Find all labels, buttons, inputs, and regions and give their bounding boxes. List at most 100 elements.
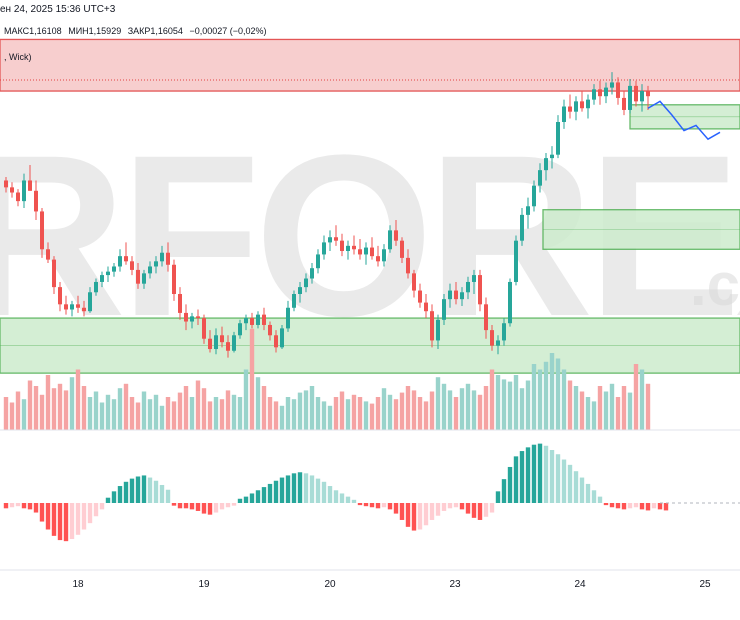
histogram-bar xyxy=(117,486,123,503)
candle-body xyxy=(484,304,488,331)
histogram-bar xyxy=(441,503,447,511)
volume-bar xyxy=(153,394,159,430)
histogram-bar xyxy=(489,503,495,513)
time-axis-tick-label: 24 xyxy=(574,579,586,590)
histogram-bar xyxy=(339,493,345,503)
candle-body xyxy=(382,249,386,262)
candle-body xyxy=(118,256,122,267)
histogram-bar xyxy=(495,491,501,503)
volume-bar xyxy=(21,399,27,430)
candle-body xyxy=(424,302,428,312)
volume-bar xyxy=(3,397,9,430)
candle-body xyxy=(616,82,620,98)
volume-bar xyxy=(333,397,339,430)
volume-bar xyxy=(363,401,369,430)
histogram-bar xyxy=(141,475,147,503)
volume-bar xyxy=(327,405,333,430)
histogram-bar xyxy=(411,503,417,531)
histogram-bar xyxy=(255,490,261,503)
volume-bar xyxy=(615,397,621,430)
candle-body xyxy=(286,307,290,329)
volume-bar xyxy=(633,364,639,430)
candle-body xyxy=(514,240,518,282)
volume-bar xyxy=(537,369,543,430)
volume-bar xyxy=(459,388,465,430)
candle-body xyxy=(532,185,536,207)
date-text: ен 24, 2025 15:36 UTC+3 xyxy=(0,4,116,15)
candle-body xyxy=(574,101,578,112)
candle-body xyxy=(634,85,638,102)
candle-body xyxy=(148,266,152,274)
volume-bar xyxy=(561,369,567,430)
candle-body xyxy=(142,273,146,284)
candle-body xyxy=(160,252,164,262)
histogram-bar xyxy=(483,503,489,517)
histogram-bar xyxy=(135,476,141,503)
histogram-bar xyxy=(237,498,243,503)
histogram-bar xyxy=(111,491,117,503)
volume-bar xyxy=(117,388,123,430)
histogram-bar xyxy=(165,489,171,503)
candle-body xyxy=(106,271,110,276)
watermark-suffix: .c xyxy=(690,251,740,318)
volume-bar xyxy=(525,380,531,430)
volume-bar xyxy=(279,405,285,430)
histogram-bar xyxy=(105,497,111,503)
candle-body xyxy=(94,281,98,293)
histogram-bar xyxy=(423,503,429,526)
time-axis-tick-label: 19 xyxy=(198,579,210,590)
histogram-bar xyxy=(435,503,441,516)
candle-body xyxy=(262,314,266,325)
histogram-bar xyxy=(171,503,177,506)
candle-body xyxy=(646,91,650,97)
volume-bar xyxy=(597,386,603,430)
histogram-bar xyxy=(369,503,375,508)
candle-body xyxy=(520,214,524,241)
histogram-bar xyxy=(531,444,537,503)
histogram-bar xyxy=(375,503,381,509)
histogram-bar xyxy=(321,481,327,503)
candle-body xyxy=(346,245,350,251)
histogram-bar xyxy=(315,478,321,503)
histogram-bar xyxy=(147,477,153,503)
volume-bar xyxy=(465,383,471,430)
candle-body xyxy=(274,335,278,348)
candle-body xyxy=(226,342,230,351)
histogram-bar xyxy=(99,503,105,510)
indicator-legend[interactable]: , Wick) xyxy=(4,52,32,62)
time-axis-tick-label: 23 xyxy=(449,579,461,590)
volume-bar xyxy=(39,394,45,430)
candle-body xyxy=(454,290,458,300)
volume-bar xyxy=(339,391,345,430)
candle-body xyxy=(244,318,248,324)
volume-bar xyxy=(441,383,447,430)
volume-bar xyxy=(609,383,615,430)
volume-bar xyxy=(261,386,267,430)
volume-bar xyxy=(507,381,513,430)
histogram-bar xyxy=(207,503,213,515)
histogram-bar xyxy=(45,503,51,530)
histogram-bar xyxy=(87,503,93,524)
candle-body xyxy=(556,122,560,155)
volume-bar xyxy=(219,399,225,430)
volume-bar xyxy=(369,403,375,430)
candle-body xyxy=(400,240,404,258)
volume-bar xyxy=(645,383,651,430)
candle-body xyxy=(526,206,530,215)
histogram-bar xyxy=(447,503,453,509)
histogram-bar xyxy=(225,503,231,508)
histogram-bar xyxy=(327,486,333,503)
histogram-bar xyxy=(471,503,477,518)
histogram-bar xyxy=(9,503,15,508)
candle-body xyxy=(82,307,86,312)
candle-body xyxy=(100,275,104,282)
histogram-bar xyxy=(381,503,387,508)
candle-body xyxy=(58,287,62,305)
candle-body xyxy=(550,154,554,159)
candle-body xyxy=(238,323,242,336)
candle-body xyxy=(28,180,32,191)
volume-bar xyxy=(351,394,357,430)
candle-body xyxy=(388,230,392,250)
